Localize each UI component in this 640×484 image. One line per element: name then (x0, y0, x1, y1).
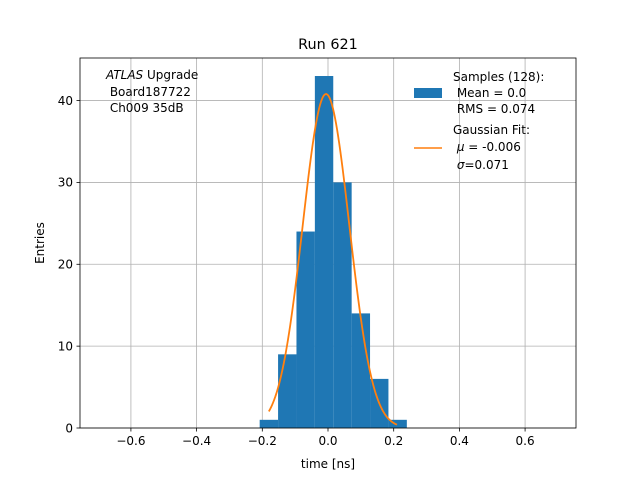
mu-value: = -0.006 (464, 140, 520, 154)
y-tick-label: 20 (58, 258, 73, 272)
legend-hist-swatch (414, 88, 442, 98)
chart-title: Run 621 (298, 37, 358, 53)
sigma-value: =0.071 (464, 158, 508, 172)
annotation-line-3: Ch009 35dB (106, 101, 184, 115)
legend-fit-line-1: Gaussian Fit: (453, 123, 530, 137)
legend-hist-line-1: Samples (128): (453, 70, 544, 84)
atlas-annotation: ATLAS Upgrade Board187722 Ch009 35dB (105, 68, 198, 115)
y-tick-label: 10 (58, 339, 73, 353)
x-tick-label: 0.0 (318, 434, 337, 448)
legend: Samples (128): Mean = 0.0 RMS = 0.074 Ga… (414, 70, 544, 172)
y-axis-label: Entries (33, 222, 47, 264)
legend-fit-line-2: μ = -0.006 (453, 140, 521, 154)
x-tick-label: −0.2 (248, 434, 277, 448)
histogram-bar (351, 313, 371, 428)
annotation-line-2: Board187722 (106, 85, 191, 99)
gaussian-fit-layer (268, 93, 398, 426)
legend-hist-line-3: RMS = 0.074 (453, 102, 535, 116)
upgrade-label: Upgrade (143, 68, 198, 82)
atlas-label: ATLAS (105, 68, 144, 82)
histogram-bar (333, 182, 352, 428)
x-axis-ticks: −0.6 −0.4 −0.2 0.0 0.2 0.4 0.6 (116, 428, 535, 448)
y-axis-ticks: 0 10 20 30 40 (58, 94, 80, 435)
histogram-bar (296, 231, 315, 428)
mu-symbol: μ (456, 140, 465, 154)
y-tick-label: 0 (65, 421, 73, 435)
x-tick-label: 0.6 (516, 434, 535, 448)
x-tick-label: 0.4 (450, 434, 469, 448)
x-tick-label: −0.4 (182, 434, 211, 448)
y-tick-label: 40 (58, 94, 73, 108)
y-tick-label: 30 (58, 176, 73, 190)
x-tick-label: 0.2 (384, 434, 403, 448)
histogram-bar (388, 419, 407, 428)
annotation-line-1: ATLAS Upgrade (105, 68, 198, 82)
histogram-bar (278, 354, 297, 428)
x-tick-label: −0.6 (116, 434, 145, 448)
gaussian-fit-line (268, 93, 398, 426)
x-axis-label: time [ns] (301, 457, 355, 471)
histogram-bar (314, 76, 334, 428)
sigma-symbol: σ (457, 158, 465, 172)
histogram-bar (259, 419, 279, 428)
legend-hist-line-2: Mean = 0.0 (453, 86, 526, 100)
legend-fit-line-3: σ=0.071 (453, 158, 509, 172)
